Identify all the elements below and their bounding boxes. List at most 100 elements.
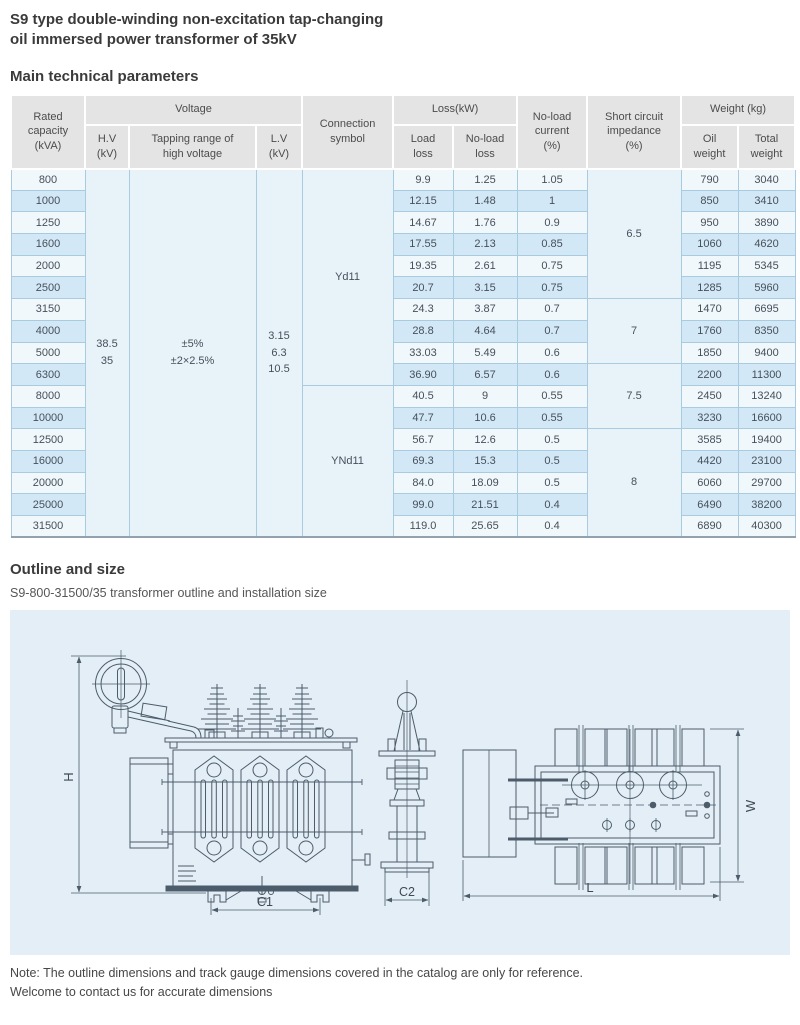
cell-noload-current: 0.55 <box>516 384 588 408</box>
cell-noload-loss: 1.48 <box>452 189 518 213</box>
cell-noload-current: 0.7 <box>516 298 588 321</box>
dim-label-c2: C2 <box>399 885 415 899</box>
dim-label-c1: C1 <box>257 895 273 909</box>
table-row: 1000 12.15 1.48 1 850 3410 <box>10 189 796 213</box>
cell-noload-loss: 2.61 <box>452 254 518 278</box>
cell-total-weight: 6695 <box>737 298 796 321</box>
cell-noload-loss: 10.6 <box>452 406 518 430</box>
cell-noload-current: 0.5 <box>516 428 588 451</box>
table-row: 31500 119.0 25.65 0.4 6890 40300 <box>10 515 796 538</box>
cell-lv-voltage: 3.15 6.3 10.5 <box>255 168 303 538</box>
cell-oil-weight: 4420 <box>680 449 739 473</box>
dimension-labels: H C1 C2 L W <box>61 772 758 909</box>
cell-load-loss: 12.15 <box>392 189 454 213</box>
section-heading-outline: Outline and size <box>10 561 126 579</box>
cell-total-weight: 3410 <box>737 189 796 213</box>
cell-noload-loss: 5.49 <box>452 341 518 365</box>
table-header: Rated capacity (kVA) Voltage Connection … <box>10 93 797 170</box>
cell-load-loss: 40.5 <box>392 384 454 408</box>
parameters-table: Rated capacity (kVA) Voltage Connection … <box>10 93 797 539</box>
cell-noload-current: 0.5 <box>516 449 588 473</box>
cell-total-weight: 5345 <box>737 254 796 278</box>
cell-load-loss: 36.90 <box>392 363 454 386</box>
header-loss: Loss(kW) <box>392 93 519 126</box>
cell-load-loss: 28.8 <box>392 319 454 343</box>
cell-rated-capacity: 10000 <box>10 406 86 430</box>
header-hv: H.V (kV) <box>84 123 130 170</box>
outline-diagram-panel: H C1 C2 L W <box>10 610 790 956</box>
cell-oil-weight: 1760 <box>680 319 739 343</box>
cell-hv-voltage: 38.5 35 <box>84 168 130 538</box>
table-row: 4000 28.8 4.64 0.7 1760 8350 <box>10 319 796 343</box>
cell-noload-current: 0.55 <box>516 406 588 430</box>
cell-noload-loss: 6.57 <box>452 363 518 386</box>
header-weight: Weight (kg) <box>680 93 797 126</box>
outline-caption: S9-800-31500/35 transformer outline and … <box>10 586 327 601</box>
reference-note: Note: The outline dimensions and track g… <box>10 964 792 1002</box>
cell-rated-capacity: 2000 <box>10 254 86 278</box>
cell-noload-loss: 21.51 <box>452 493 518 516</box>
cell-noload-loss: 3.15 <box>452 276 518 300</box>
cell-noload-loss: 18.09 <box>452 471 518 495</box>
header-lv: L.V (kV) <box>254 123 304 170</box>
cell-total-weight: 23100 <box>737 449 796 473</box>
cell-rated-capacity: 1250 <box>10 211 86 235</box>
header-connection-symbol: Connection symbol <box>301 93 395 170</box>
header-noload-loss: No-load loss <box>452 123 519 170</box>
table-row: 2500 20.7 3.15 0.75 1285 5960 <box>10 276 796 300</box>
parameters-table-body: 800 38.5 35 ±5% ±2×2.5% 3.15 6.3 10.5 Yd11 9.… <box>10 167 796 538</box>
cell-noload-current: 0.4 <box>516 493 588 516</box>
cell-total-weight: 40300 <box>737 515 796 538</box>
cell-oil-weight: 1060 <box>680 233 739 256</box>
cell-noload-current: 0.6 <box>516 341 588 365</box>
cell-noload-loss: 4.64 <box>452 319 518 343</box>
cell-total-weight: 4620 <box>737 233 796 256</box>
table-row: 25000 99.0 21.51 0.4 6490 38200 <box>10 493 796 516</box>
cell-rated-capacity: 1000 <box>10 189 86 213</box>
cell-noload-current: 0.5 <box>516 471 588 495</box>
cell-total-weight: 29700 <box>737 471 796 495</box>
cell-oil-weight: 850 <box>680 189 739 213</box>
table-row: 1250 14.67 1.76 0.9 950 3890 <box>10 211 796 235</box>
cell-total-weight: 13240 <box>737 384 796 408</box>
cell-oil-weight: 950 <box>680 211 739 235</box>
cell-load-loss: 69.3 <box>392 449 454 473</box>
header-voltage: Voltage <box>83 93 304 126</box>
table-row: 2000 19.35 2.61 0.75 1195 5345 <box>10 254 796 278</box>
cell-noload-current: 0.75 <box>516 276 588 300</box>
cell-rated-capacity: 16000 <box>10 449 86 473</box>
reference-note-line2: Welcome to contact us for accurate dimen… <box>10 984 273 999</box>
cell-total-weight: 5960 <box>737 276 796 300</box>
cell-noload-current: 1 <box>516 189 588 213</box>
top-view <box>462 724 744 902</box>
cell-rated-capacity: 2500 <box>10 276 86 300</box>
cell-rated-capacity: 4000 <box>10 319 86 343</box>
header-noload-current: No-load current (%) <box>516 93 589 170</box>
cell-impedance: 7.5 <box>586 363 682 430</box>
cell-oil-weight: 6060 <box>680 471 739 495</box>
dim-label-h: H <box>61 772 76 781</box>
table-row: 1600 17.55 2.13 0.85 1060 4620 <box>10 233 796 256</box>
bushing-detail-view <box>378 680 436 907</box>
cell-oil-weight: 1850 <box>680 341 739 365</box>
cell-noload-loss: 3.87 <box>452 298 518 321</box>
cell-load-loss: 14.67 <box>392 211 454 235</box>
cell-total-weight: 16600 <box>737 406 796 430</box>
cell-load-loss: 119.0 <box>392 515 454 538</box>
table-row: 5000 33.03 5.49 0.6 1850 9400 <box>10 341 796 365</box>
section-heading-parameters: Main technical parameters <box>10 67 199 85</box>
front-view <box>71 650 371 916</box>
cell-total-weight: 3040 <box>737 168 796 191</box>
cell-total-weight: 3890 <box>737 211 796 235</box>
cell-load-loss: 17.55 <box>392 233 454 256</box>
cell-load-loss: 20.7 <box>392 276 454 300</box>
cell-load-loss: 84.0 <box>392 471 454 495</box>
cell-total-weight: 11300 <box>737 363 796 386</box>
cell-load-loss: 47.7 <box>392 406 454 430</box>
cell-noload-loss: 25.65 <box>452 515 518 538</box>
cell-noload-loss: 15.3 <box>452 449 518 473</box>
table-row: 6300 36.90 6.57 0.6 7.5 2200 11300 <box>10 363 796 430</box>
cell-total-weight: 9400 <box>737 341 796 365</box>
cell-rated-capacity: 3150 <box>10 298 86 321</box>
cell-oil-weight: 3230 <box>680 406 739 430</box>
